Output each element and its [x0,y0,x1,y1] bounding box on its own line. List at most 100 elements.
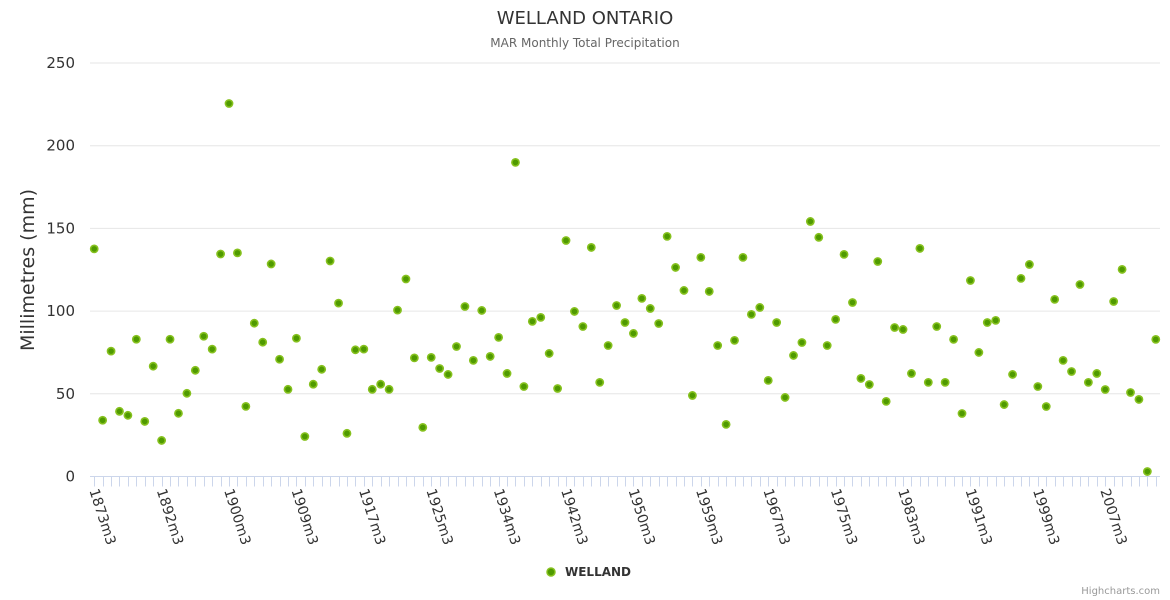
data-point[interactable] [157,436,167,445]
data-point[interactable] [174,408,183,418]
data-point[interactable] [822,341,832,350]
data-point[interactable] [359,344,369,354]
data-point[interactable] [131,334,141,344]
data-point[interactable] [502,369,512,378]
data-point[interactable] [1117,265,1127,274]
data-point[interactable] [974,348,984,357]
data-point[interactable] [519,382,529,391]
data-point[interactable] [704,287,714,296]
data-point[interactable] [477,306,487,315]
data-point[interactable] [460,302,470,311]
data-point[interactable] [629,329,638,338]
data-point[interactable] [612,301,621,310]
data-point[interactable] [317,364,327,374]
data-point[interactable] [898,325,908,334]
data-point[interactable] [426,353,436,362]
data-point[interactable] [292,333,301,343]
data-point[interactable] [384,384,394,394]
data-point[interactable] [1058,355,1068,365]
data-point[interactable] [409,353,419,363]
data-point[interactable] [730,335,739,345]
data-point[interactable] [881,397,891,406]
data-point[interactable] [738,252,748,262]
data-point[interactable] [1008,370,1017,379]
data-point[interactable] [443,370,453,379]
data-point[interactable] [671,263,680,272]
data-point[interactable] [603,341,613,350]
data-point[interactable] [772,318,782,327]
data-point[interactable] [578,322,588,331]
data-point[interactable] [570,307,579,316]
data-point[interactable] [1075,280,1085,289]
data-point[interactable] [890,323,900,332]
data-point[interactable] [485,352,495,361]
data-point[interactable] [662,231,672,241]
data-point[interactable] [342,428,352,438]
credits-link[interactable]: Highcharts.com [1081,586,1160,597]
data-point[interactable] [561,236,571,245]
data-point[interactable] [1100,385,1110,394]
data-point[interactable] [376,379,386,389]
data-point[interactable] [873,257,883,266]
data-point[interactable] [755,303,765,312]
series-welland[interactable] [89,99,1161,476]
data-point[interactable] [789,351,798,360]
data-point[interactable] [468,355,478,365]
data-point[interactable] [536,312,546,322]
data-point[interactable] [527,316,537,326]
data-point[interactable] [300,432,310,441]
data-point[interactable] [224,99,234,108]
data-point[interactable] [266,259,276,269]
data-point[interactable] [645,304,655,313]
data-point[interactable] [283,384,293,394]
data-point[interactable] [249,318,259,328]
data-point[interactable] [367,384,377,394]
data-point[interactable] [713,341,723,350]
data-point[interactable] [553,384,562,393]
data-point[interactable] [696,252,706,262]
data-point[interactable] [915,244,925,253]
data-point[interactable] [864,380,874,389]
data-point[interactable] [1050,294,1060,304]
data-point[interactable] [115,406,124,416]
data-point[interactable] [494,332,504,342]
data-point[interactable] [1067,367,1076,376]
data-point[interactable] [907,369,916,378]
data-point[interactable] [688,391,697,400]
data-point[interactable] [1025,260,1034,269]
data-point[interactable] [435,364,445,373]
data-point[interactable] [991,315,1001,325]
data-point[interactable] [98,415,108,425]
data-point[interactable] [1083,377,1093,387]
data-point[interactable] [966,276,975,285]
data-point[interactable] [1109,297,1119,306]
data-point[interactable] [393,305,402,315]
data-point[interactable] [620,318,630,327]
data-point[interactable] [1134,395,1144,404]
data-point[interactable] [586,243,596,252]
data-point[interactable] [275,354,284,364]
data-point[interactable] [123,410,133,420]
legend-item-welland[interactable]: WELLAND [546,565,631,579]
data-point[interactable] [1142,467,1152,476]
data-point[interactable] [746,310,756,319]
data-point[interactable] [325,256,335,266]
data-point[interactable] [544,349,554,358]
data-point[interactable] [106,346,116,356]
data-point[interactable] [511,158,520,167]
data-point[interactable] [982,318,992,327]
data-point[interactable] [258,337,268,347]
data-point[interactable] [452,342,461,351]
data-point[interactable] [1016,273,1026,283]
data-point[interactable] [216,249,225,259]
data-point[interactable] [140,417,150,426]
data-point[interactable] [780,393,790,402]
data-point[interactable] [831,314,841,324]
data-point[interactable] [1126,388,1135,397]
data-point[interactable] [637,293,647,303]
data-point[interactable] [418,422,428,432]
data-point[interactable] [1033,382,1043,391]
data-point[interactable] [595,377,605,387]
data-point[interactable] [1041,402,1051,411]
data-point[interactable] [999,400,1009,409]
